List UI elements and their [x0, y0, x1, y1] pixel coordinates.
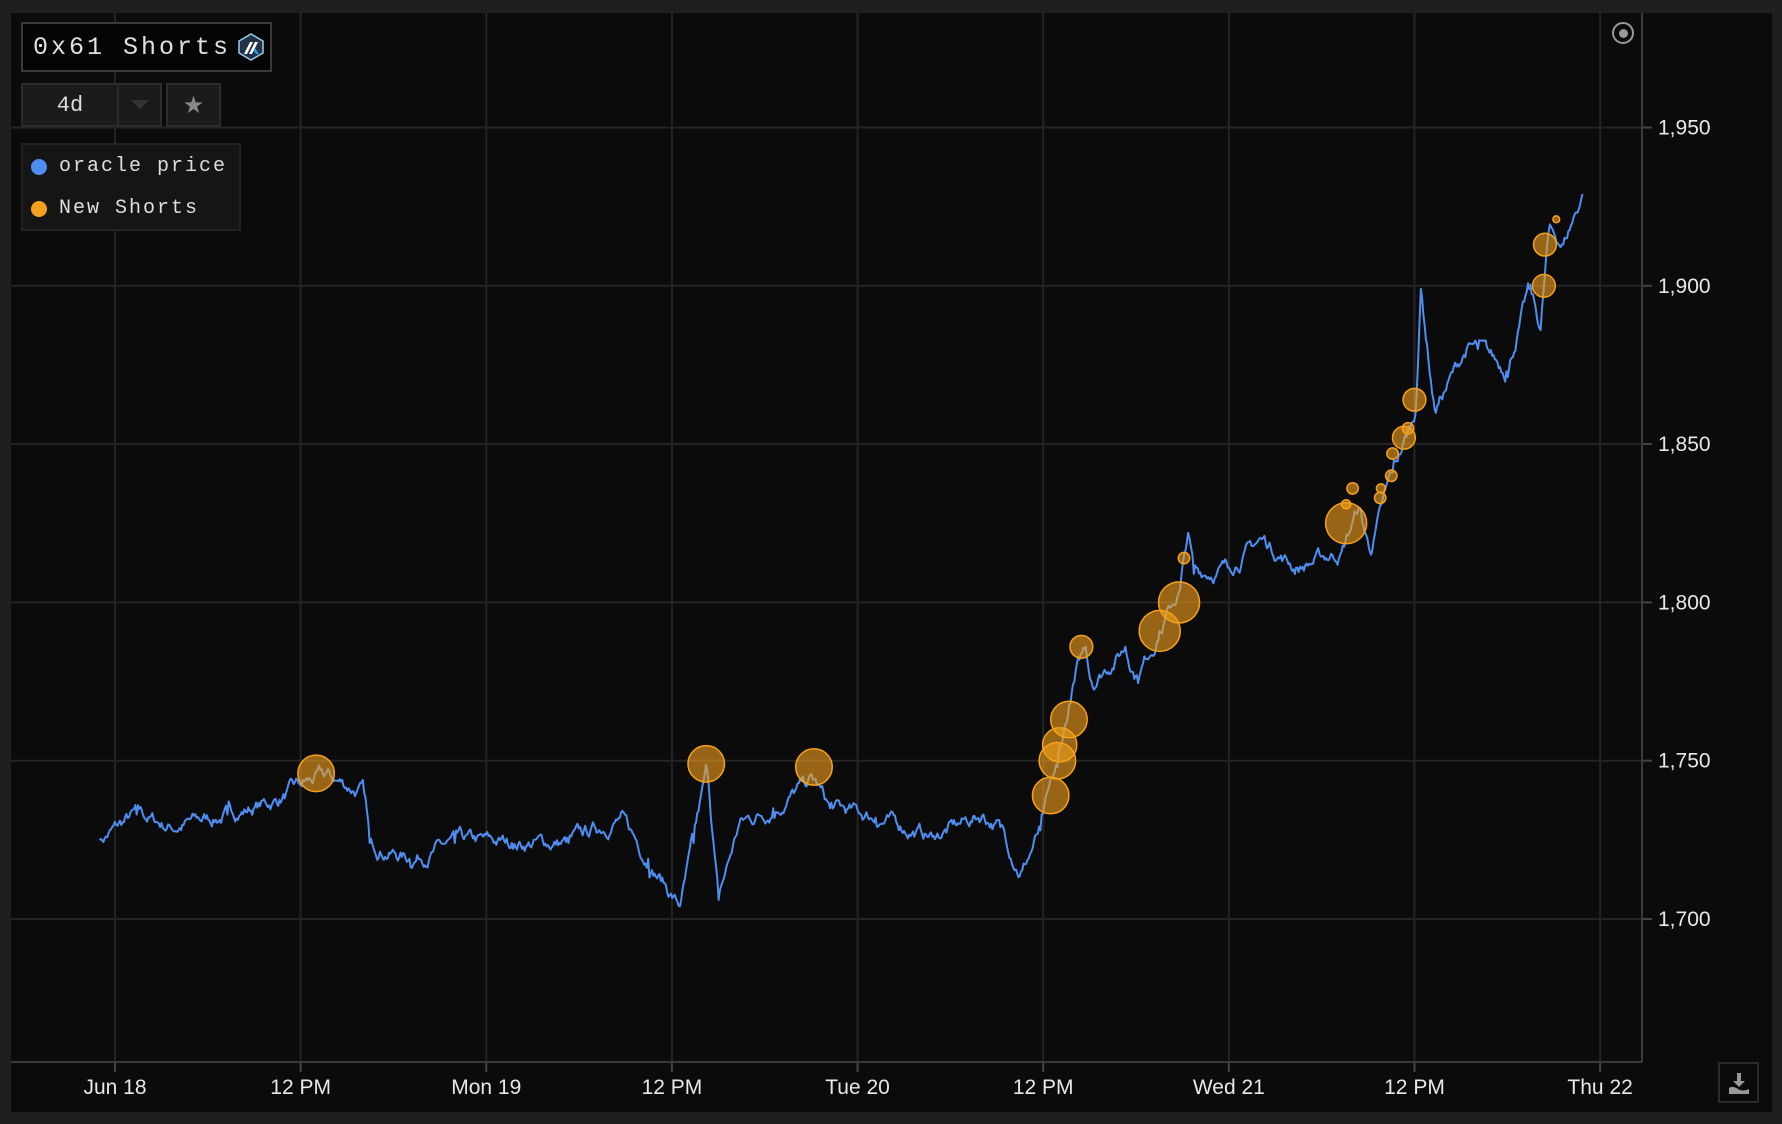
legend-dot-icon	[31, 200, 47, 217]
new-short-bubble	[1049, 700, 1088, 739]
new-short-bubble	[1402, 387, 1427, 412]
new-short-bubble	[1532, 232, 1558, 257]
legend-item-new-shorts[interactable]: New Shorts	[31, 197, 199, 220]
new-short-bubble	[1552, 215, 1561, 224]
legend-item-oracle-price[interactable]: oracle price	[31, 155, 227, 178]
new-short-bubble	[687, 744, 726, 783]
arbitrum-logo-icon	[238, 33, 264, 61]
x-tick-label: 12 PM	[1384, 1076, 1445, 1099]
time-range-value: 4d	[23, 85, 119, 125]
y-tick-label: 1,900	[1658, 275, 1711, 298]
new-short-bubble	[1031, 776, 1070, 815]
y-tick-label: 1,950	[1658, 117, 1711, 140]
x-tick-label: Thu 22	[1567, 1076, 1632, 1099]
new-short-bubble	[1373, 491, 1387, 505]
new-short-bubble	[1177, 551, 1191, 565]
new-short-bubble	[297, 754, 336, 793]
new-short-bubble	[1401, 421, 1415, 435]
new-short-bubble	[794, 748, 833, 787]
new-short-bubble	[1384, 469, 1398, 483]
chart-title-box: 0x61 Shorts	[21, 22, 272, 72]
caret-down-icon[interactable]	[119, 85, 160, 125]
x-tick-label: 12 PM	[270, 1076, 331, 1099]
legend-dot-icon	[31, 158, 47, 175]
favorite-button[interactable]: ★	[166, 83, 221, 127]
x-tick-label: Wed 21	[1193, 1076, 1265, 1099]
new-short-bubble	[1340, 498, 1352, 510]
download-icon	[1728, 1072, 1749, 1094]
star-icon: ★	[182, 91, 205, 119]
new-short-bubble	[1346, 481, 1360, 495]
chart-panel	[11, 13, 1772, 1112]
target-icon[interactable]	[1612, 22, 1634, 44]
oracle-price-line	[98, 193, 1584, 908]
new-short-bubble	[1531, 273, 1557, 298]
download-button[interactable]	[1718, 1062, 1759, 1103]
y-tick-label: 1,700	[1658, 908, 1711, 931]
chart-title: 0x61 Shorts	[33, 32, 232, 62]
y-tick-label: 1,750	[1658, 750, 1711, 773]
x-tick-label: Jun 18	[83, 1076, 146, 1099]
time-range-select[interactable]: 4d	[21, 83, 162, 127]
x-tick-label: 12 PM	[1013, 1076, 1074, 1099]
legend: oracle price New Shorts	[21, 143, 241, 231]
x-tick-label: Mon 19	[451, 1076, 521, 1099]
new-short-bubble	[1386, 447, 1400, 461]
new-short-bubble	[1069, 634, 1094, 659]
new-short-bubble	[1375, 483, 1387, 494]
y-tick-label: 1,850	[1658, 433, 1711, 456]
x-tick-label: 12 PM	[642, 1076, 703, 1099]
new-short-bubble	[1157, 581, 1201, 624]
y-tick-label: 1,800	[1658, 591, 1711, 614]
x-tick-label: Tue 20	[825, 1076, 890, 1099]
